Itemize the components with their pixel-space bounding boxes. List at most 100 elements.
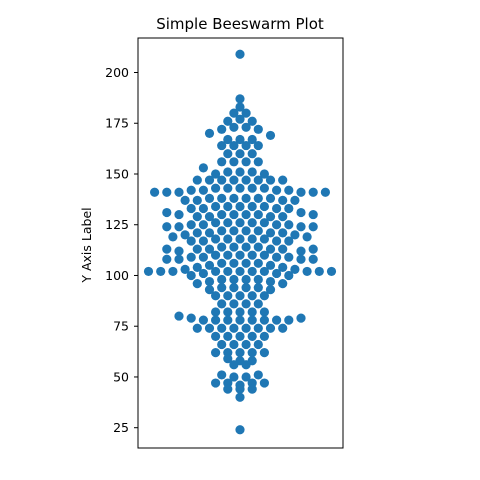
data-point	[290, 230, 300, 240]
data-point	[192, 278, 202, 289]
data-point	[253, 209, 263, 220]
data-point	[150, 187, 160, 197]
data-point	[229, 339, 239, 350]
data-point	[211, 291, 221, 301]
data-point	[247, 307, 257, 317]
data-point	[204, 228, 215, 238]
data-point	[211, 218, 221, 228]
data-point	[229, 108, 239, 118]
y-tick-label: 100	[105, 268, 129, 283]
data-point	[223, 116, 233, 126]
data-point	[265, 212, 276, 222]
data-point	[253, 242, 263, 252]
data-point	[247, 315, 257, 325]
data-point	[253, 283, 263, 293]
data-point	[223, 134, 233, 145]
data-point	[272, 203, 282, 214]
data-point	[265, 244, 276, 254]
data-point	[259, 218, 269, 228]
y-tick-label: 150	[105, 166, 129, 181]
data-point	[241, 226, 251, 236]
data-point	[235, 167, 245, 177]
data-point	[217, 274, 227, 285]
data-point	[211, 169, 221, 179]
data-point	[211, 201, 221, 212]
data-point	[265, 260, 276, 270]
data-point	[247, 218, 257, 228]
data-point	[278, 175, 288, 185]
data-point	[253, 299, 263, 309]
data-point	[259, 291, 269, 301]
data-point	[223, 149, 233, 159]
data-point	[259, 266, 269, 277]
plot-frame	[137, 37, 344, 449]
data-point	[241, 108, 251, 118]
data-point	[247, 331, 257, 341]
data-point	[198, 163, 208, 173]
data-point	[253, 274, 263, 285]
data-point	[278, 262, 288, 272]
data-point	[284, 185, 294, 195]
data-point	[211, 307, 221, 317]
data-point	[302, 232, 312, 242]
data-point	[204, 244, 215, 254]
data-point	[235, 218, 245, 228]
data-point	[272, 252, 282, 262]
data-point	[235, 348, 245, 358]
data-point	[272, 220, 282, 230]
data-point	[241, 140, 251, 151]
data-point	[235, 102, 245, 112]
data-point	[217, 209, 227, 220]
data-point	[241, 175, 251, 185]
y-tick-label: 75	[113, 319, 129, 334]
data-point	[241, 258, 251, 268]
data-point	[320, 187, 330, 197]
data-point	[259, 348, 269, 358]
data-point	[162, 254, 172, 264]
data-point	[326, 266, 337, 277]
y-tick-label: 125	[105, 217, 129, 232]
data-point	[259, 378, 269, 388]
chart-title: Simple Beeswarm Plot	[156, 15, 324, 33]
data-point	[296, 254, 306, 264]
data-point	[229, 157, 239, 167]
data-point	[247, 234, 257, 244]
data-point	[198, 185, 208, 195]
data-point	[217, 193, 227, 203]
data-point	[253, 157, 263, 167]
data-point	[217, 124, 227, 134]
data-point	[308, 209, 318, 220]
data-point	[247, 250, 257, 260]
data-point	[308, 244, 318, 254]
data-point	[217, 242, 227, 252]
data-point	[174, 222, 184, 232]
data-point	[247, 348, 257, 358]
data-point	[229, 140, 239, 151]
data-point	[223, 250, 233, 260]
data-point	[229, 283, 239, 293]
data-point	[211, 250, 221, 260]
data-point	[314, 266, 324, 277]
data-point	[253, 323, 263, 333]
data-point	[253, 339, 263, 350]
data-point	[192, 244, 202, 254]
data-point	[211, 315, 221, 325]
data-point	[308, 222, 318, 232]
data-point	[241, 372, 251, 382]
data-point	[247, 266, 257, 277]
data-point	[198, 252, 208, 262]
data-point	[278, 212, 288, 222]
data-point	[156, 266, 166, 277]
data-point	[223, 331, 233, 341]
data-point	[235, 384, 245, 394]
data-point	[265, 276, 276, 287]
data-points	[143, 49, 337, 435]
y-tick-label: 200	[105, 65, 129, 80]
data-point	[211, 331, 221, 341]
data-point	[253, 370, 263, 380]
data-point	[296, 187, 306, 197]
data-point	[204, 193, 215, 203]
data-point	[186, 313, 196, 323]
data-point	[259, 234, 269, 244]
data-point	[235, 94, 245, 104]
